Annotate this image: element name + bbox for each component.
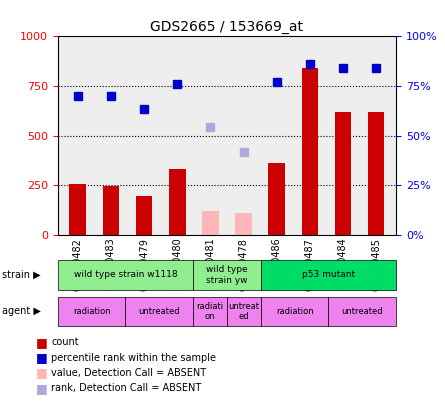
Text: untreat
ed: untreat ed	[228, 302, 259, 321]
Title: GDS2665 / 153669_at: GDS2665 / 153669_at	[150, 20, 303, 34]
Text: ■: ■	[36, 336, 47, 349]
Bar	[103, 185, 119, 235]
Text: count: count	[51, 337, 79, 347]
Bar	[302, 68, 318, 235]
Text: agent ▶: agent ▶	[2, 307, 41, 316]
Text: rank, Detection Call = ABSENT: rank, Detection Call = ABSENT	[51, 384, 202, 393]
Text: value, Detection Call = ABSENT: value, Detection Call = ABSENT	[51, 368, 206, 378]
Text: untreated: untreated	[138, 307, 180, 316]
Text: strain ▶: strain ▶	[2, 270, 41, 280]
Text: percentile rank within the sample: percentile rank within the sample	[51, 353, 216, 362]
Bar	[136, 196, 152, 235]
Bar	[235, 213, 252, 235]
Text: untreated: untreated	[341, 307, 383, 316]
Bar	[69, 184, 86, 235]
Bar	[335, 112, 351, 235]
Bar	[202, 211, 218, 235]
Bar	[368, 112, 384, 235]
Text: radiation: radiation	[276, 307, 313, 316]
Text: radiation: radiation	[73, 307, 110, 316]
Text: ■: ■	[36, 367, 47, 379]
Bar	[268, 164, 285, 235]
Text: p53 mutant: p53 mutant	[302, 271, 355, 279]
Text: ■: ■	[36, 351, 47, 364]
Bar	[169, 169, 186, 235]
Text: radiati
on: radiati on	[197, 302, 223, 321]
Text: wild type strain w1118: wild type strain w1118	[74, 271, 177, 279]
Text: wild type
strain yw: wild type strain yw	[206, 265, 248, 285]
Text: ■: ■	[36, 382, 47, 395]
